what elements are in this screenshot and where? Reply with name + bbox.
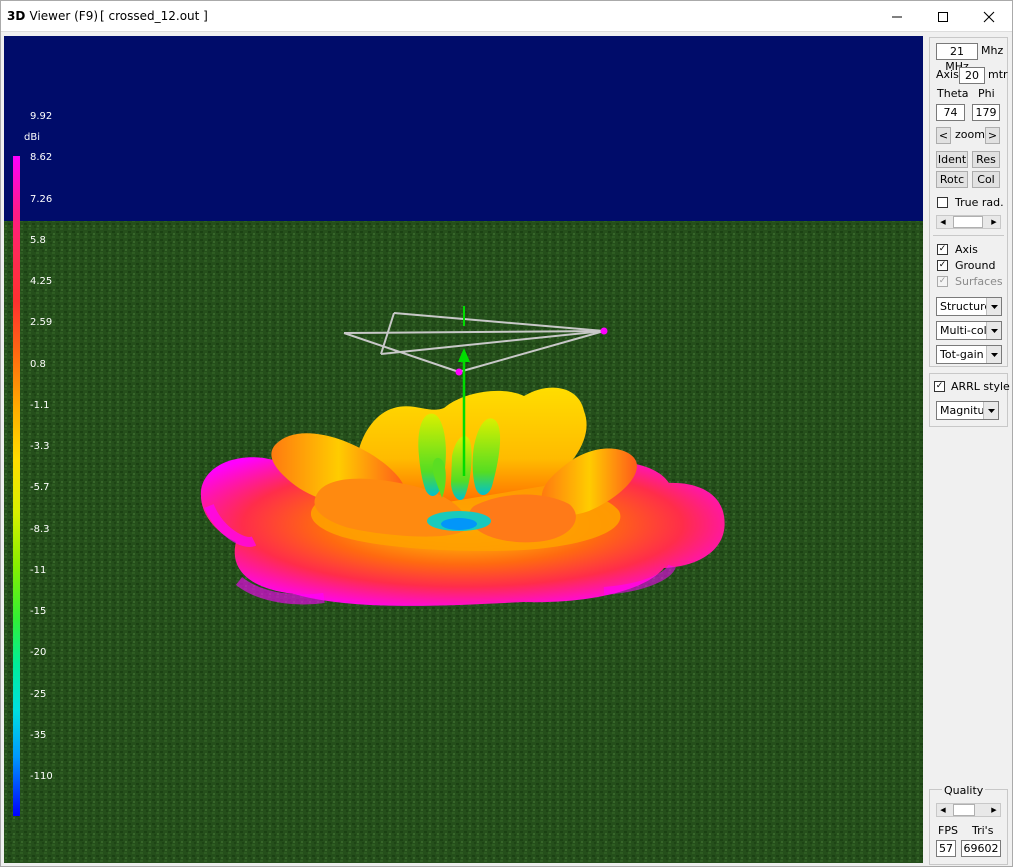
zoom-label: zoom (955, 128, 985, 141)
ident-button[interactable]: Ident (936, 151, 968, 168)
legend-tick-label: -11 (30, 564, 47, 576)
legend-tick-label: -25 (30, 688, 47, 700)
title-bar[interactable]: 3D Viewer (F9) [ crossed_12.out ] (1, 1, 1012, 32)
tris-value: 69602 (961, 840, 1001, 857)
antenna-structure (343, 312, 608, 376)
legend-tick-label: 0.8 (30, 358, 46, 370)
axis-size-field[interactable]: 20 (959, 67, 985, 84)
magnitude-select[interactable]: Magnitude (936, 401, 999, 420)
quality-slider[interactable]: ◀ ▶ (936, 803, 1001, 817)
minimize-button[interactable] (874, 1, 920, 32)
maximize-icon (938, 11, 948, 22)
surfaces-checkbox[interactable]: ✓ (937, 276, 948, 287)
close-icon (983, 11, 995, 22)
legend-tick-label: 4.25 (30, 276, 53, 287)
axis-size-unit: mtr (988, 68, 1008, 81)
fps-value: 57 (936, 840, 956, 857)
theta-field[interactable]: 74 (936, 104, 965, 121)
app-title: 3D Viewer (F9) (7, 9, 99, 23)
chevron-down-icon (986, 298, 1001, 315)
slider-thumb[interactable] (953, 804, 975, 816)
legend-tick-label: 7.26 (30, 193, 53, 205)
slider-thumb[interactable] (953, 216, 983, 228)
legend-tick-label: -5.7 (30, 482, 50, 494)
color-scale-bar (13, 156, 20, 816)
arrl-style-label: ARRL style (951, 380, 1010, 393)
chevron-down-icon (986, 346, 1001, 363)
legend-unit: dBi (24, 132, 40, 143)
rotc-button[interactable]: Rotc (936, 171, 968, 188)
res-button[interactable]: Res (972, 151, 1000, 168)
theta-label: Theta (937, 87, 969, 100)
true-rad-checkbox[interactable] (937, 197, 948, 208)
frequency-unit: Mhz (981, 44, 1004, 57)
chevron-right-icon[interactable]: ▶ (991, 218, 997, 226)
axis-checkbox-label: Axis (955, 243, 978, 256)
zoom-out-button[interactable]: < (936, 127, 951, 144)
axis-size-label: Axis (936, 68, 959, 81)
phi-label: Phi (978, 87, 995, 100)
divider (933, 235, 1004, 236)
legend-tick-label: -35 (30, 729, 47, 741)
chevron-down-icon (986, 322, 1001, 339)
radiation-pattern (200, 387, 725, 606)
file-title: [ crossed_12.out ] (100, 9, 208, 23)
ground-checkbox-label: Ground (955, 259, 996, 272)
tris-label: Tri's (972, 824, 994, 837)
legend-tick-label: 5.8 (30, 234, 46, 246)
sky (4, 36, 923, 221)
legend-tick-label: -8.3 (30, 523, 50, 535)
legend-tick-label: 9.92 (30, 111, 53, 122)
3d-viewport[interactable]: dBi 9.92 8.62 7.26 5.8 4.25 2.59 0.8 -1.1 -3.3 -5… (4, 36, 923, 863)
zoom-in-button[interactable]: > (985, 127, 1000, 144)
color-mode-select[interactable]: Multi-colo (936, 321, 1002, 340)
axis-checkbox[interactable]: ✓ (937, 244, 948, 255)
legend-tick-label: -15 (30, 606, 47, 617)
true-rad-label: True rad. (955, 196, 1004, 209)
chevron-right-icon[interactable]: ▶ (991, 806, 997, 814)
maximize-button[interactable] (920, 1, 966, 32)
legend-tick-label: -110 (30, 771, 53, 782)
axis-arrow (458, 306, 470, 476)
chevron-left-icon[interactable]: ◀ (940, 806, 946, 814)
chevron-left-icon[interactable]: ◀ (940, 218, 946, 226)
surfaces-checkbox-label: Surfaces (955, 275, 1003, 288)
3d-scene (4, 36, 923, 863)
phi-field[interactable]: 179 (972, 104, 1000, 121)
minimize-icon (892, 16, 902, 17)
legend-tick-label: -20 (30, 647, 47, 659)
gain-type-select[interactable]: Tot-gain (936, 345, 1002, 364)
legend-tick-label: -3.3 (30, 441, 50, 452)
structure-select[interactable]: Structure (936, 297, 1002, 316)
chevron-down-icon (983, 402, 998, 419)
legend-tick-label: -1.1 (30, 399, 50, 411)
close-button[interactable] (966, 1, 1012, 32)
frequency-field[interactable]: 21 MHz (936, 43, 978, 73)
arrl-style-checkbox[interactable]: ✓ (934, 381, 945, 392)
fps-label: FPS (938, 824, 958, 837)
legend-tick-label: 2.59 (30, 317, 53, 329)
true-rad-slider[interactable]: ◀ ▶ (936, 215, 1001, 229)
legend-tick-label: 8.62 (30, 152, 53, 164)
quality-label: Quality (942, 784, 986, 797)
ground-checkbox[interactable]: ✓ (937, 260, 948, 271)
col-button[interactable]: Col (972, 171, 1000, 188)
